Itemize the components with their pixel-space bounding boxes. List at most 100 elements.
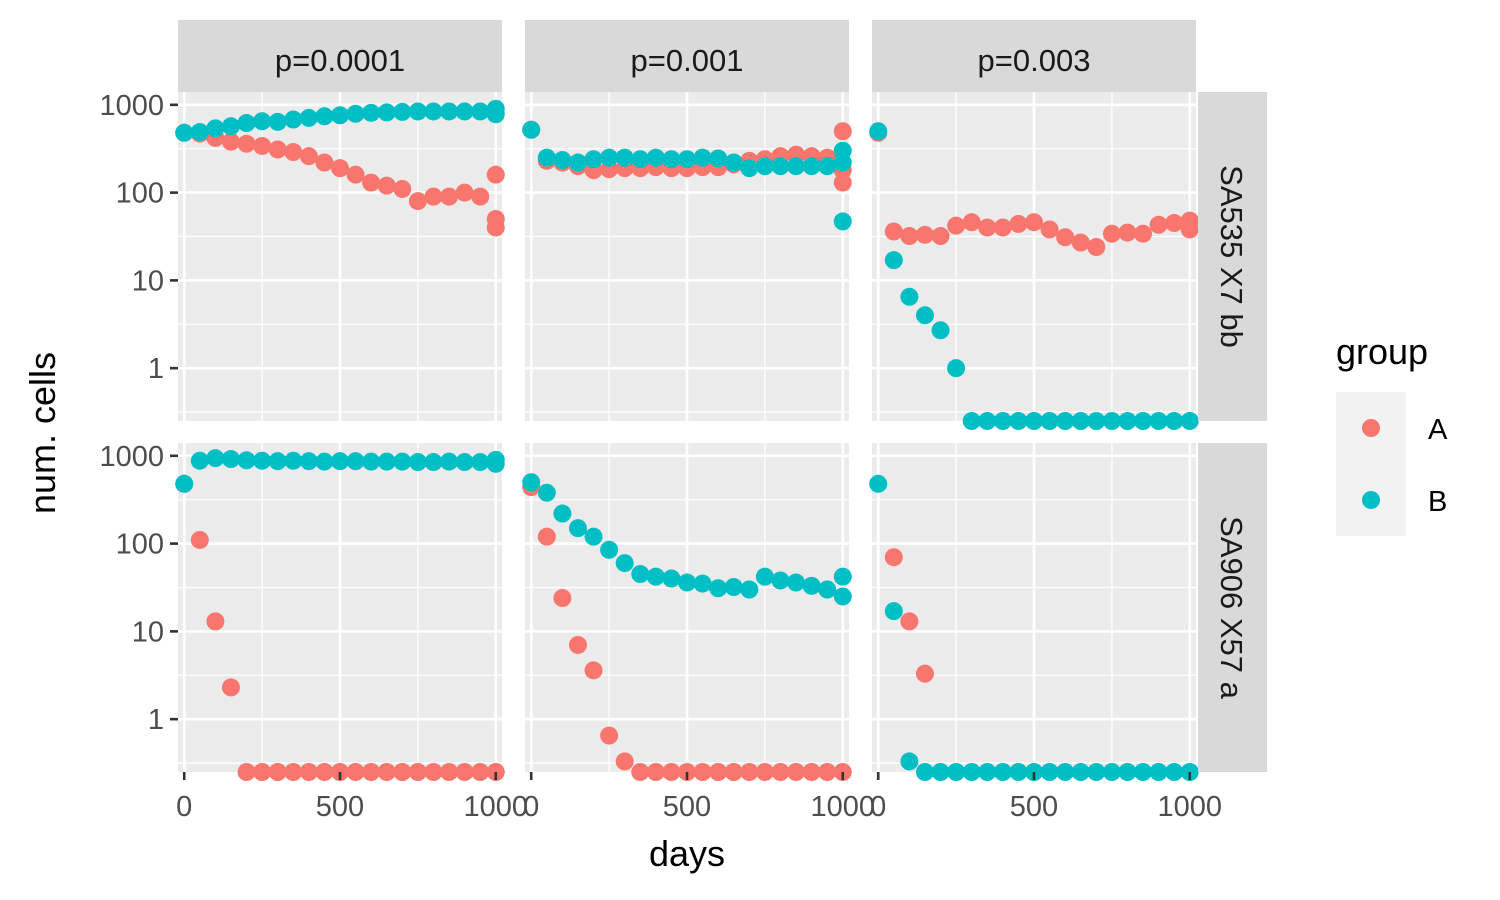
data-point xyxy=(1165,214,1184,233)
facet-label-col: p=0.001 xyxy=(631,43,744,78)
data-point xyxy=(440,763,459,781)
data-point xyxy=(833,212,852,231)
data-point xyxy=(221,117,240,136)
y-tick-label: 1000 xyxy=(99,441,164,473)
data-point xyxy=(869,122,888,141)
data-point xyxy=(237,451,256,470)
data-point xyxy=(408,102,427,121)
data-point xyxy=(331,452,349,471)
data-point xyxy=(947,763,966,781)
data-point xyxy=(206,119,225,138)
data-point xyxy=(962,412,981,430)
x-tick-label: 0 xyxy=(870,791,886,823)
data-point xyxy=(631,763,650,781)
data-point xyxy=(931,227,950,246)
y-tick-label: 1 xyxy=(148,704,164,736)
data-point xyxy=(1040,220,1059,239)
legend-label-b: B xyxy=(1428,486,1447,518)
data-point xyxy=(1025,213,1043,232)
data-point xyxy=(1149,763,1168,781)
data-point xyxy=(884,548,903,567)
data-point xyxy=(584,150,603,169)
data-point xyxy=(190,530,209,549)
legend-key-a-point xyxy=(1362,419,1380,437)
data-point xyxy=(268,112,287,131)
data-point xyxy=(440,102,459,121)
data-point xyxy=(346,763,365,781)
data-point xyxy=(884,251,903,270)
data-point xyxy=(755,763,774,781)
data-point xyxy=(486,105,505,124)
data-point xyxy=(377,103,396,122)
y-tick-label: 10 xyxy=(132,616,164,648)
data-point xyxy=(978,412,997,430)
data-point xyxy=(553,504,572,523)
data-point xyxy=(833,122,852,141)
data-point xyxy=(315,153,334,172)
data-point xyxy=(253,763,272,781)
data-point xyxy=(771,157,790,176)
data-point xyxy=(253,451,272,470)
series-b xyxy=(175,99,505,142)
data-point xyxy=(615,554,634,573)
data-point xyxy=(424,187,443,206)
data-point xyxy=(315,763,334,781)
facet-label-row: SA906 X57 a xyxy=(1214,516,1249,699)
data-point xyxy=(646,148,665,167)
data-point xyxy=(947,216,966,235)
data-point xyxy=(584,661,603,680)
y-tick-label: 100 xyxy=(116,178,164,210)
data-point xyxy=(1071,233,1090,252)
legend-label-a: A xyxy=(1428,414,1448,446)
data-point xyxy=(471,453,490,472)
data-point xyxy=(221,132,240,151)
series-b xyxy=(869,474,1199,781)
y-tick-label: 1 xyxy=(148,353,164,385)
data-point xyxy=(486,165,505,184)
data-point xyxy=(486,218,505,237)
data-point xyxy=(833,173,852,192)
data-point xyxy=(1040,412,1059,430)
data-point xyxy=(962,763,981,781)
data-point xyxy=(393,452,412,471)
data-point xyxy=(802,576,821,595)
data-point xyxy=(600,540,619,559)
panel-r1-c0 xyxy=(175,443,505,781)
data-point xyxy=(962,213,981,232)
data-point xyxy=(537,483,556,502)
data-point xyxy=(724,153,743,172)
facet-label-col: p=0.003 xyxy=(978,43,1091,78)
data-point xyxy=(787,157,806,176)
series-b xyxy=(869,122,1199,430)
data-point xyxy=(408,192,427,211)
data-point xyxy=(947,359,966,378)
data-point xyxy=(600,148,619,167)
data-point xyxy=(662,763,681,781)
data-point xyxy=(221,678,240,697)
data-point xyxy=(284,451,303,470)
data-point xyxy=(662,150,681,169)
data-point xyxy=(268,763,287,781)
data-point xyxy=(284,763,303,781)
data-point xyxy=(455,453,474,472)
x-tick-label: 500 xyxy=(316,791,364,823)
data-point xyxy=(631,565,650,584)
y-tick-label: 10 xyxy=(132,265,164,297)
data-point xyxy=(408,763,427,781)
data-point xyxy=(1149,412,1168,430)
data-point xyxy=(455,102,474,121)
data-point xyxy=(1056,412,1075,430)
data-point xyxy=(299,763,318,781)
data-point xyxy=(522,473,541,492)
data-point xyxy=(993,412,1012,430)
data-point xyxy=(978,218,997,237)
data-point xyxy=(537,527,556,546)
data-point xyxy=(1118,763,1137,781)
data-point xyxy=(678,150,696,169)
data-point xyxy=(693,574,712,593)
data-point xyxy=(190,123,209,142)
data-point xyxy=(802,157,821,176)
data-point xyxy=(221,450,240,469)
data-point xyxy=(869,474,888,493)
